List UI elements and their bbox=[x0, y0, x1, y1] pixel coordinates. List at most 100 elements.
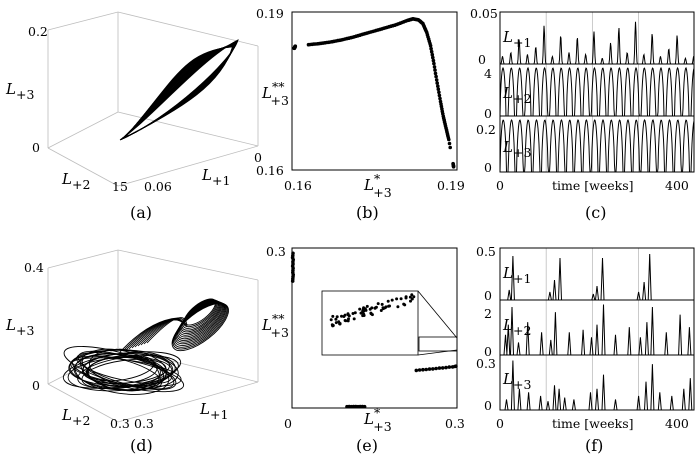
panel-e-points bbox=[290, 251, 458, 409]
panel-a-z-label: L+3 bbox=[5, 80, 34, 102]
panel-b-x-label: L* +3 bbox=[363, 171, 392, 200]
panel-f-row3-tick-top: 0.3 bbox=[476, 356, 496, 371]
panel-e-inset-point bbox=[368, 307, 372, 311]
panel-d-orbit-upper bbox=[171, 302, 229, 352]
panel-e-point bbox=[434, 366, 438, 371]
panel-e-x-tick-right: 0.3 bbox=[445, 416, 465, 431]
panel-e-point bbox=[414, 368, 419, 373]
caption-f: (f) bbox=[585, 436, 603, 455]
panel-e-inset-point bbox=[329, 318, 333, 322]
panel-d-box bbox=[47, 249, 259, 423]
panel-e-inset-point bbox=[353, 311, 357, 315]
panel-f-row3-label: L+3 bbox=[502, 370, 531, 392]
panel-b-point bbox=[451, 165, 456, 169]
panel-c-x-tick-left: 0 bbox=[496, 178, 504, 193]
panel-b-point bbox=[293, 44, 298, 48]
panel-e-inset-point bbox=[395, 297, 399, 301]
panel-a-y-label: L+1 bbox=[201, 166, 230, 188]
panel-b-point bbox=[447, 141, 452, 146]
panel-b-frame bbox=[291, 11, 458, 171]
panel-d: 0.4 0 0.3 0.3 L+3 L+2 L+1 (d) bbox=[5, 249, 259, 455]
panel-b-point bbox=[435, 81, 440, 85]
panel-f-x-tick-right: 400 bbox=[665, 416, 689, 431]
panel-b-point bbox=[430, 52, 435, 57]
panel-d-orbit-lower bbox=[67, 356, 173, 392]
panel-e-inset-point bbox=[384, 305, 388, 309]
panel-d-orbit-lower bbox=[62, 351, 182, 389]
panel-e-inset-point bbox=[330, 323, 334, 327]
panel-f-gridlines bbox=[545, 248, 639, 410]
panel-c: 0.05 0 4 0 0.2 0 L+1 L+2 L+3 0 400 time … bbox=[470, 6, 695, 222]
panel-c-row3-tick-top: 0.2 bbox=[476, 122, 496, 137]
panel-c-series-L1 bbox=[500, 21, 695, 65]
panel-e-inset-point bbox=[410, 297, 414, 301]
panel-c-series-L3 bbox=[499, 118, 695, 173]
panel-c-row1-tick-top: 0.05 bbox=[470, 6, 498, 21]
panel-e-x-label: L* +3 bbox=[363, 405, 392, 434]
panel-e-point bbox=[431, 367, 435, 371]
panel-a-z-tick-bottom: 0 bbox=[32, 140, 40, 155]
panel-b-point bbox=[448, 145, 453, 150]
panel-f-row2-tick-bottom: 0 bbox=[484, 344, 492, 359]
panel-a-x-label: L+2 bbox=[61, 170, 90, 192]
panel-e: 0.3 0 0.3 L** +3 L* +3 (e) bbox=[261, 244, 465, 455]
panel-e-frame bbox=[291, 247, 458, 409]
panel-f-row1-tick-bottom: 0 bbox=[484, 288, 492, 303]
panel-d-z-label: L+3 bbox=[5, 316, 34, 338]
panel-c-row1-label: L+1 bbox=[502, 28, 531, 50]
panel-e-point bbox=[421, 367, 425, 372]
panel-a-x-tick: 15 bbox=[112, 179, 128, 194]
panel-e-point bbox=[444, 365, 448, 370]
panel-f-row1-tick-top: 0.5 bbox=[476, 244, 496, 259]
panel-e-inset-connector-top bbox=[417, 290, 458, 339]
panel-e-point bbox=[291, 251, 295, 256]
panel-f-row3-frame bbox=[499, 354, 695, 411]
panel-e-point bbox=[454, 364, 458, 369]
panel-b-point bbox=[447, 137, 451, 142]
panel-b: 0.19 0.16 0.16 0.19 L** +3 L* +3 (b) bbox=[256, 6, 465, 222]
panel-e-inset-point bbox=[358, 307, 362, 311]
caption-c: (c) bbox=[585, 203, 606, 222]
panel-e-x-tick-left: 0 bbox=[284, 416, 292, 431]
panel-c-row1-tick-bottom: 0 bbox=[478, 52, 486, 67]
caption-e: (e) bbox=[356, 436, 378, 455]
panel-c-row2-label: L+2 bbox=[502, 84, 531, 106]
panel-e-inset-point bbox=[379, 309, 383, 312]
panel-e-inset-point bbox=[364, 308, 368, 312]
panel-e-inset-point bbox=[410, 293, 414, 297]
panel-a-box bbox=[47, 11, 259, 187]
panel-e-inset-point bbox=[343, 319, 347, 322]
panel-e-inset-points bbox=[329, 293, 416, 328]
panel-e-point bbox=[447, 365, 452, 369]
panel-d-orbit-lower bbox=[71, 355, 185, 393]
panel-e-inset-point bbox=[362, 306, 366, 310]
panel-e-inset-point bbox=[334, 321, 338, 325]
panel-b-point bbox=[434, 74, 438, 79]
panel-a: 0.2 0 15 0.06 0 L+3 L+2 L+1 (a) bbox=[5, 11, 262, 222]
panel-f-series-L3 bbox=[500, 360, 694, 411]
panel-e-inset-point bbox=[390, 298, 394, 302]
panel-c-row3-tick-bottom: 0 bbox=[484, 160, 492, 175]
panel-b-point bbox=[431, 55, 435, 60]
panel-e-inset-point bbox=[331, 314, 335, 318]
panel-f-row2-label: L+2 bbox=[502, 316, 531, 338]
panel-a-orbit bbox=[124, 44, 235, 139]
panel-e-inset bbox=[321, 290, 458, 356]
panel-e-inset-point bbox=[373, 306, 377, 310]
panel-b-point bbox=[432, 61, 436, 66]
panel-e-inset-point bbox=[365, 304, 369, 308]
panel-d-orbit-lower bbox=[69, 349, 179, 391]
panel-a-y-tick-left: 0.06 bbox=[144, 179, 172, 194]
panel-e-point bbox=[427, 367, 432, 371]
panel-b-point bbox=[432, 65, 437, 69]
panel-e-inset-point bbox=[340, 314, 343, 318]
panel-b-point bbox=[438, 96, 442, 101]
panel-d-y-tick: 0.3 bbox=[134, 416, 154, 431]
panel-f-row3-tick-bottom: 0 bbox=[484, 398, 492, 413]
panel-b-point bbox=[428, 43, 433, 48]
panel-c-x-tick-right: 400 bbox=[665, 178, 689, 193]
panel-d-attractor bbox=[62, 298, 229, 395]
panel-d-orbit-bridge bbox=[146, 317, 188, 344]
panel-f-series-L2 bbox=[500, 304, 694, 356]
